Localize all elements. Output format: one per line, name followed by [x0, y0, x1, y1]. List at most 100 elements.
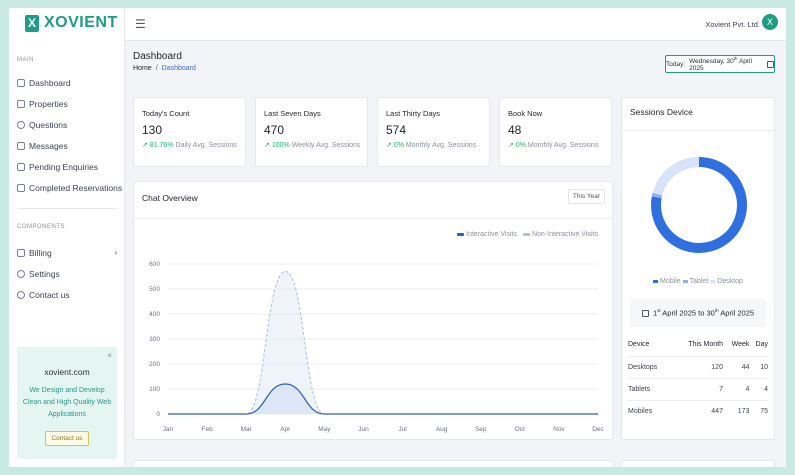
table-row: Desktops 120 44 10: [628, 356, 768, 379]
file-icon: [17, 141, 25, 150]
legend-mobile[interactable]: Mobile: [653, 278, 681, 285]
breadcrumb-home[interactable]: Home: [133, 65, 152, 72]
donut-slice-desktop[interactable]: [652, 157, 700, 196]
table-cell: Mobiles: [628, 407, 653, 415]
x-tick-label: Aug: [436, 426, 448, 433]
menu-icon[interactable]: ☰: [135, 17, 146, 31]
stat-card-seven-days: Last Seven Days 470 ↗ 100% Weekly Avg. S…: [255, 97, 368, 167]
sidebar-item-label: Billing: [29, 247, 52, 258]
stat-subtext: ↗ 81.76% Daily Avg. Sessions: [142, 142, 237, 149]
date-prefix: Today:: [666, 60, 686, 68]
table-cell: 447: [711, 407, 723, 415]
date-range: 1st April 2025 to 30th April 2025: [630, 299, 766, 327]
date-picker-button[interactable]: Today: Wednesday, 30th April 2025: [665, 55, 775, 73]
chart-plot: 0 100 200 300 400 500 600 Jan Feb Mar Apr May Jun Jul…: [149, 261, 604, 433]
y-tick-label: 500: [149, 286, 160, 293]
sidebar-item-label: Dashboard: [29, 77, 71, 88]
legend-non-interactive[interactable]: Non-Interactive Visits: [522, 231, 598, 238]
sidebar-item-label: Contact us: [29, 289, 70, 300]
logo-mark-icon: X: [25, 14, 39, 32]
device-table: Device This Month Week Day Desktops 120 …: [628, 334, 768, 422]
x-tick-label: Oct: [515, 426, 525, 433]
avatar[interactable]: X: [762, 14, 778, 30]
grid-icon: [17, 99, 25, 108]
company-name: Xovient Pvt. Ltd.: [705, 20, 760, 29]
donut-slice-mobile[interactable]: [651, 157, 747, 253]
date-range-text: 1st April 2025 to 30th April 2025: [652, 308, 755, 318]
column-header: This Month: [671, 334, 723, 357]
sidebar-item-settings[interactable]: Settings: [9, 263, 125, 284]
logo[interactable]: X XOVIENT: [25, 14, 118, 32]
table-cell: Tablets: [628, 378, 672, 401]
y-tick-label: 0: [156, 411, 160, 418]
promo-card: × xovient.com We Design and Develop Clea…: [17, 347, 117, 459]
card-divider: [622, 130, 774, 131]
table-cell: 120: [671, 356, 723, 379]
legend-tablet[interactable]: Tablet: [682, 278, 708, 285]
x-tick-label: Apr: [280, 426, 291, 433]
sidebar-item-pending-enquiries[interactable]: Pending Enquiries: [9, 156, 125, 177]
breadcrumb: Home / Dashboard: [133, 65, 196, 72]
topbar: ☰ Xovient Pvt. Ltd. X: [125, 8, 786, 41]
stat-subtext: ↗ 0% Monthly Avg. Sessions: [508, 142, 599, 149]
gear-icon: [17, 269, 25, 278]
x-tick-label: Mar: [241, 426, 253, 433]
table-cell: 4: [749, 378, 768, 401]
sidebar: X XOVIENT MAIN Dashboard Properties Ques…: [9, 8, 125, 467]
column-header: Week: [722, 334, 750, 357]
series-area-interactive: [168, 384, 598, 414]
promo-text: We Design and Develop Clean and High Qua…: [22, 387, 112, 418]
stat-card-today: Today's Count 130 ↗ 81.76% Daily Avg. Se…: [133, 97, 246, 167]
table-cell: 10: [749, 356, 768, 379]
sidebar-item-contact-us[interactable]: Contact us: [9, 284, 125, 305]
document-icon: [17, 183, 25, 192]
sessions-device-card: Sessions Device Mobile Tablet Desktop 1s…: [621, 97, 775, 440]
sidebar-item-questions[interactable]: Questions: [9, 114, 125, 135]
table-row: Tablets 7 4 4: [628, 378, 768, 401]
stat-subtext: ↗ 0% Monthly Avg. Sessions: [386, 142, 477, 149]
sidebar-item-dashboard[interactable]: Dashboard: [9, 72, 125, 93]
x-tick-label: Jan: [163, 426, 174, 433]
table-cell: 44: [722, 356, 750, 379]
stat-title: Last Seven Days: [264, 109, 321, 118]
components-nav: Billing › Settings Contact us: [9, 242, 125, 305]
close-icon[interactable]: ×: [107, 351, 112, 360]
database-icon: [17, 120, 25, 129]
sessions-title: Sessions Device: [630, 107, 693, 117]
contact-us-button[interactable]: Contact us: [45, 431, 89, 446]
sidebar-item-messages[interactable]: Messages: [9, 135, 125, 156]
sidebar-item-billing[interactable]: Billing ›: [9, 242, 125, 263]
sidebar-item-label: Messages: [29, 140, 68, 151]
trend-up-icon: ↗: [386, 142, 392, 149]
breadcrumb-current: Dashboard: [161, 65, 196, 72]
series-line-interactive: [167, 383, 598, 415]
legend-desktop[interactable]: Desktop: [710, 278, 743, 285]
main-nav: Dashboard Properties Questions Messages …: [9, 72, 125, 198]
calendar-icon: [641, 309, 649, 317]
table-cell: 7: [671, 378, 723, 401]
sidebar-item-completed-reservations[interactable]: Completed Reservations: [9, 177, 125, 198]
donut-legend: Mobile Tablet Desktop: [622, 278, 774, 285]
x-tick-label: Jun: [358, 426, 369, 433]
series-area-non-interactive: [168, 271, 598, 414]
y-tick-label: 300: [149, 336, 160, 343]
sidebar-item-properties[interactable]: Properties: [9, 93, 125, 114]
user-icon: [17, 290, 25, 299]
table-cell: 4: [722, 378, 750, 401]
calendar-icon: [767, 60, 774, 68]
card-divider: [134, 218, 612, 219]
x-tick-label: Jul: [398, 426, 407, 433]
table-row: Mobiles 447 173 75: [628, 400, 768, 422]
trend-up-icon: ↗: [142, 142, 148, 149]
sidebar-item-label: Pending Enquiries: [29, 161, 98, 172]
series-line-non-interactive: [167, 270, 598, 415]
date-text: Wednesday, 30th April 2025: [689, 55, 752, 73]
brand-name: XOVIENT: [44, 14, 118, 31]
legend-interactive[interactable]: Interactive Visits: [457, 231, 517, 238]
period-button[interactable]: This Year: [567, 189, 605, 204]
donut-slice-tablet[interactable]: [651, 192, 663, 199]
stat-subtext: ↗ 100% Weekly Avg. Sessions: [264, 142, 361, 149]
chat-overview-card: Chat Overview This Year Interactive Visi…: [133, 181, 613, 440]
column-header: Day: [749, 334, 768, 357]
document-icon: [17, 162, 25, 171]
